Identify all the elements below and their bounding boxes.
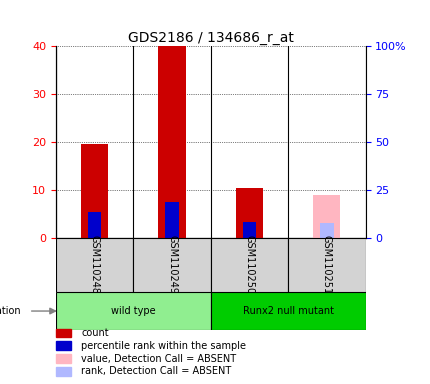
Bar bbox=[56, 354, 71, 362]
Bar bbox=[243, 222, 256, 238]
Bar bbox=[236, 188, 263, 238]
Text: GDS2186 / 134686_r_at: GDS2186 / 134686_r_at bbox=[128, 31, 294, 45]
Text: GSM110251: GSM110251 bbox=[322, 235, 332, 295]
FancyBboxPatch shape bbox=[56, 292, 211, 330]
Bar bbox=[81, 144, 108, 238]
Bar bbox=[56, 329, 71, 337]
Text: value, Detection Call = ABSENT: value, Detection Call = ABSENT bbox=[82, 354, 236, 364]
FancyBboxPatch shape bbox=[211, 292, 366, 330]
Text: rank, Detection Call = ABSENT: rank, Detection Call = ABSENT bbox=[82, 366, 232, 376]
Text: Runx2 null mutant: Runx2 null mutant bbox=[243, 306, 334, 316]
Bar bbox=[56, 341, 71, 350]
Text: count: count bbox=[82, 328, 109, 338]
Text: GSM110248: GSM110248 bbox=[89, 235, 100, 295]
Text: GSM110250: GSM110250 bbox=[244, 235, 255, 295]
Text: GSM110249: GSM110249 bbox=[167, 235, 177, 295]
FancyBboxPatch shape bbox=[56, 238, 133, 292]
Bar bbox=[159, 46, 186, 238]
Bar bbox=[56, 367, 71, 376]
Text: genotype/variation: genotype/variation bbox=[0, 306, 21, 316]
Bar bbox=[313, 195, 341, 238]
Bar bbox=[88, 212, 101, 238]
Bar bbox=[165, 202, 179, 238]
FancyBboxPatch shape bbox=[288, 238, 366, 292]
Text: percentile rank within the sample: percentile rank within the sample bbox=[82, 341, 246, 351]
Bar bbox=[320, 223, 334, 238]
Text: wild type: wild type bbox=[111, 306, 156, 316]
FancyBboxPatch shape bbox=[133, 238, 211, 292]
FancyBboxPatch shape bbox=[211, 238, 288, 292]
